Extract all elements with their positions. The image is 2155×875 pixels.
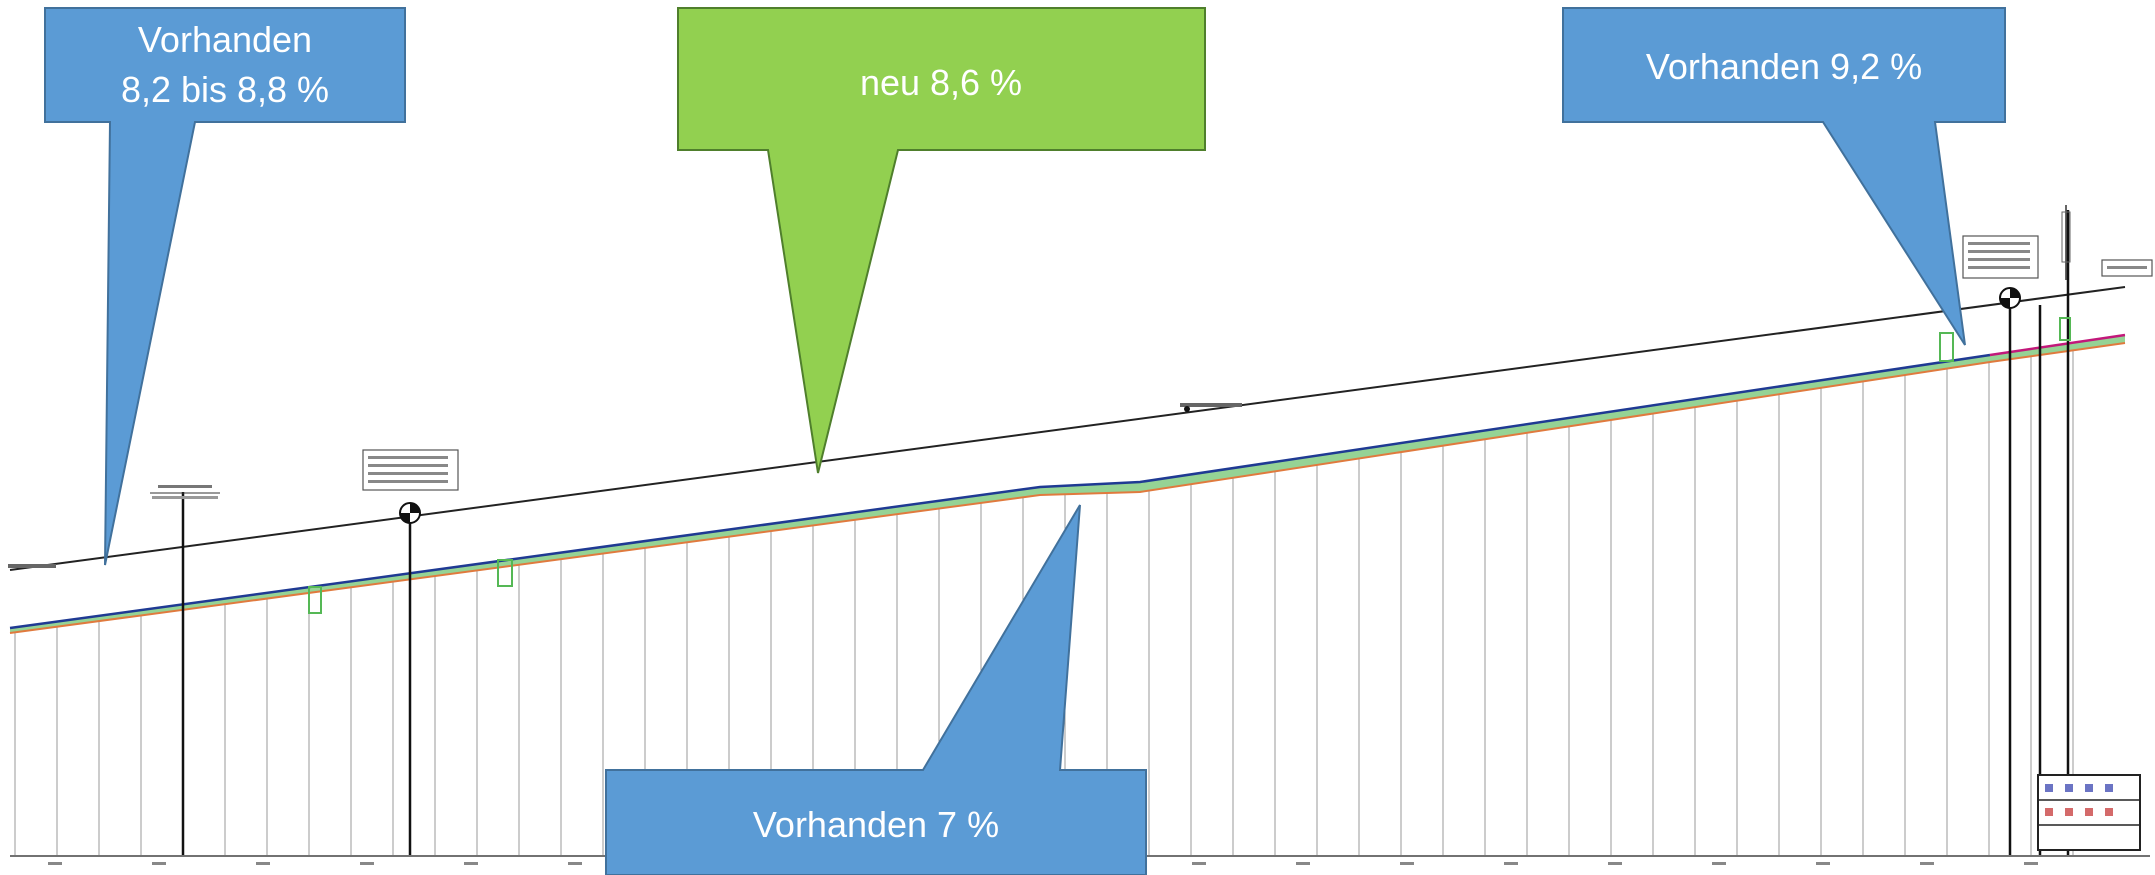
station-tick-label xyxy=(360,862,374,865)
station-tick-label xyxy=(1816,862,1830,865)
callout-existing-left: Vorhanden 8,2 bis 8,8 % xyxy=(44,7,406,566)
station-tick-label xyxy=(1608,862,1622,865)
station-tick-label xyxy=(152,862,166,865)
station-tick-label xyxy=(1192,862,1206,865)
station-tick-label xyxy=(1504,862,1518,865)
station-tick-label xyxy=(1712,862,1726,865)
vertex-data-box xyxy=(1962,235,2039,279)
station-tick-label xyxy=(1296,862,1310,865)
callout-existing-right: Vorhanden 9,2 % xyxy=(1562,7,2006,346)
green-markers xyxy=(308,317,2071,614)
tall-marker-mast xyxy=(2061,205,2071,280)
callout-existing-bottom-shape xyxy=(605,504,1147,875)
survey-point-icon xyxy=(1999,287,2021,309)
callout-existing-left-line1: Vorhanden xyxy=(138,19,312,60)
station-tick-label xyxy=(256,862,270,865)
callout-existing-left-shape xyxy=(44,7,406,566)
reference-line-label xyxy=(8,403,1242,568)
callout-new-middle-shape xyxy=(677,7,1206,474)
station-tick-label xyxy=(568,862,582,865)
survey-point-icon xyxy=(399,502,421,524)
tangent-reference-line xyxy=(9,286,2126,571)
station-tick-label xyxy=(2024,862,2038,865)
existing-ground-line xyxy=(9,342,2126,634)
callout-existing-right-shape xyxy=(1562,7,2006,346)
station-tick-label xyxy=(48,862,62,865)
callout-new-middle-text: neu 8,6 % xyxy=(860,62,1022,103)
callout-existing-right-text: Vorhanden 9,2 % xyxy=(1646,46,1922,87)
callout-existing-left-line2: 8,2 bis 8,8 % xyxy=(121,69,329,110)
vertex-data-box xyxy=(362,449,459,491)
fill-band xyxy=(10,335,2125,633)
station-tick-label xyxy=(464,862,478,865)
bottom-right-table xyxy=(2037,774,2141,851)
end-grade-segment xyxy=(1989,333,2126,357)
design-grade-line xyxy=(9,353,1991,630)
station-tick-label xyxy=(1400,862,1414,865)
station-label-block xyxy=(150,485,220,499)
end-label-box xyxy=(2101,259,2153,277)
callout-existing-bottom: Vorhanden 7 % xyxy=(605,504,1147,875)
callout-new-middle: neu 8,6 % xyxy=(677,7,1206,474)
station-tick-label xyxy=(1920,862,1934,865)
callout-existing-bottom-text: Vorhanden 7 % xyxy=(753,804,999,845)
